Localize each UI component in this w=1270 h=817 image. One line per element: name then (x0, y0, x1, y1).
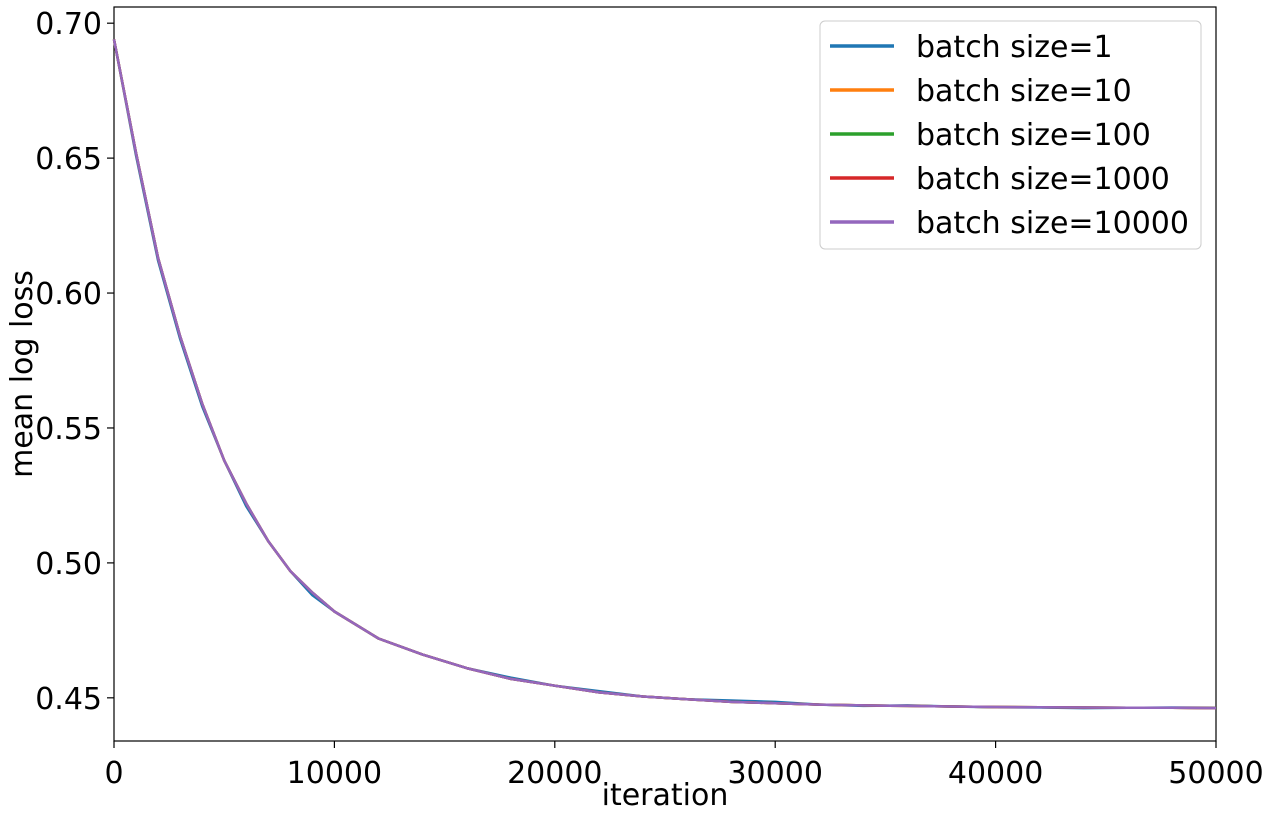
series-layer (112, 39, 1217, 710)
legend-label: batch size=10000 (916, 206, 1189, 241)
legend: batch size=1 batch size=10 batch size=100 b… (819, 20, 1202, 250)
series-line-4 (112, 39, 1217, 710)
x-tick-label: 40000 (948, 756, 1043, 791)
plot-area (112, 6, 1217, 742)
legend-label: batch size=10 (916, 74, 1132, 109)
y-tick-label: 0.65 (35, 142, 102, 177)
x-tick-label: 50000 (1168, 756, 1263, 791)
y-tick-label: 0.50 (35, 547, 102, 582)
legend-label: batch size=100 (916, 118, 1151, 153)
y-axis: 0.45 0.50 0.55 0.60 0.65 0.70 (35, 7, 114, 717)
legend-label: batch size=1000 (916, 162, 1170, 197)
x-axis-label: iteration (602, 778, 729, 813)
x-tick-label: 30000 (727, 756, 822, 791)
x-tick-label: 20000 (507, 756, 602, 791)
y-axis-label: mean log loss (5, 270, 40, 478)
legend-items: batch size=1 batch size=10 batch size=100 b… (830, 30, 1189, 241)
legend-box (819, 20, 1202, 250)
x-axis: 0 10000 20000 30000 40000 50000 (104, 741, 1264, 791)
y-tick-label: 0.70 (35, 7, 102, 42)
plot-frame (113, 6, 1217, 742)
x-tick-label: 10000 (287, 756, 382, 791)
x-tick-label: 0 (104, 756, 123, 791)
y-tick-label: 0.45 (35, 682, 102, 717)
y-tick-label: 0.55 (35, 412, 102, 447)
y-tick-label: 0.60 (35, 277, 102, 312)
legend-label: batch size=1 (916, 30, 1113, 65)
